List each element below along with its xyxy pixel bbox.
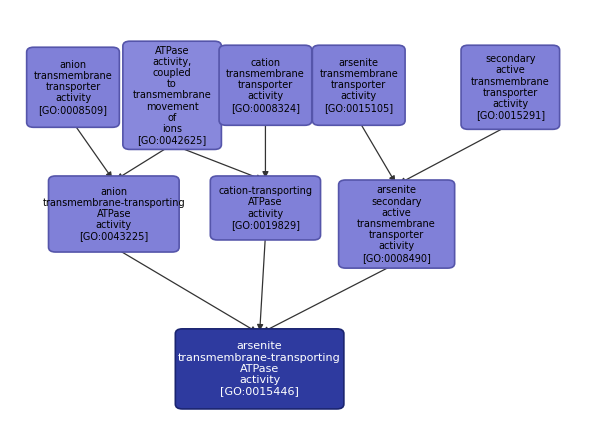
FancyBboxPatch shape xyxy=(49,176,179,252)
FancyBboxPatch shape xyxy=(312,45,405,125)
FancyBboxPatch shape xyxy=(176,329,344,409)
Text: cation-transporting
ATPase
activity
[GO:0019829]: cation-transporting ATPase activity [GO:… xyxy=(218,186,312,230)
FancyBboxPatch shape xyxy=(461,45,560,129)
Text: cation
transmembrane
transporter
activity
[GO:0008324]: cation transmembrane transporter activit… xyxy=(226,58,305,113)
Text: anion
transmembrane-transporting
ATPase
activity
[GO:0043225]: anion transmembrane-transporting ATPase … xyxy=(42,187,185,241)
FancyBboxPatch shape xyxy=(123,41,221,149)
FancyBboxPatch shape xyxy=(210,176,321,240)
FancyBboxPatch shape xyxy=(27,47,120,127)
FancyBboxPatch shape xyxy=(339,180,455,268)
Text: arsenite
transmembrane
transporter
activity
[GO:0015105]: arsenite transmembrane transporter activ… xyxy=(320,58,398,113)
Text: arsenite
secondary
active
transmembrane
transporter
activity
[GO:0008490]: arsenite secondary active transmembrane … xyxy=(357,185,436,263)
Text: anion
transmembrane
transporter
activity
[GO:0008509]: anion transmembrane transporter activity… xyxy=(34,60,112,115)
Text: arsenite
transmembrane-transporting
ATPase
activity
[GO:0015446]: arsenite transmembrane-transporting ATPa… xyxy=(178,342,341,396)
Text: ATPase
activity,
coupled
to
transmembrane
movement
of
ions
[GO:0042625]: ATPase activity, coupled to transmembran… xyxy=(133,45,211,145)
FancyBboxPatch shape xyxy=(219,45,312,125)
Text: secondary
active
transmembrane
transporter
activity
[GO:0015291]: secondary active transmembrane transport… xyxy=(471,54,550,120)
